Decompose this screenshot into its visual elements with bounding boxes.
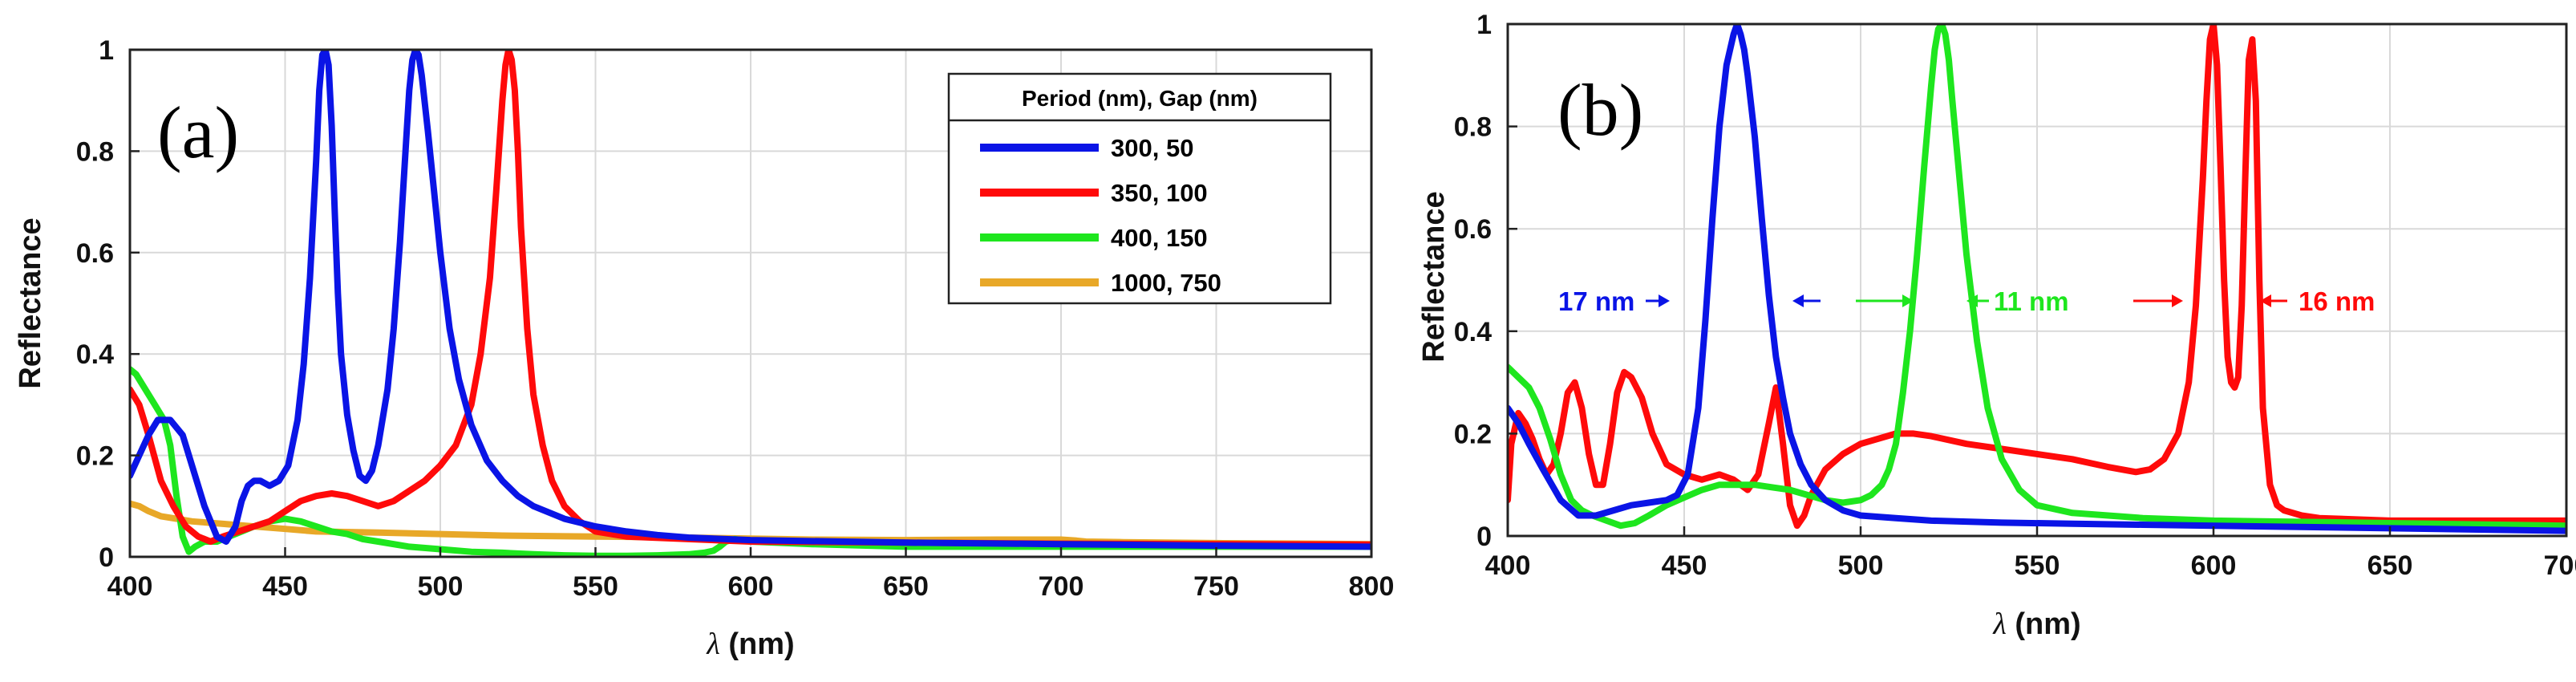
annotation-17nm: 17 nm bbox=[1558, 286, 1634, 316]
lambda-symbol-b: λ bbox=[1992, 607, 2006, 641]
grid-b bbox=[1508, 24, 2566, 536]
x-tick-label-a: 450 bbox=[262, 571, 308, 602]
legend-label-1000-750: 1000, 750 bbox=[1111, 269, 1221, 297]
y-tick-label-b: 0.6 bbox=[1454, 214, 1492, 245]
panel-label-b: (b) bbox=[1557, 69, 1643, 151]
y-tick-label-a: 0.8 bbox=[76, 136, 114, 167]
y-tick-label-b: 0 bbox=[1476, 522, 1492, 552]
ticks-a: 400 450 500 550 600 650 700 750 800 0 0.2 0.4 0.6 0.8… bbox=[76, 35, 1395, 602]
y-tick-label-a: 0.2 bbox=[76, 441, 114, 472]
x-tick-label-b: 500 bbox=[1838, 550, 1884, 581]
legend-entry-350-100: 350, 100 bbox=[980, 179, 1208, 207]
legend-label-300-50: 300, 50 bbox=[1111, 134, 1193, 162]
annotation-16nm: 16 nm bbox=[2299, 286, 2375, 316]
annotation-red-fwhm: 16 nm bbox=[2133, 286, 2375, 316]
legend-entry-300-50: 300, 50 bbox=[980, 134, 1193, 162]
y-tick-label-b: 1 bbox=[1476, 10, 1492, 40]
green-arrow-left-icon bbox=[1902, 294, 1914, 307]
x-axis-label-b: λ (nm) bbox=[1992, 607, 2080, 641]
ticks-b: 400 450 500 550 600 650 700 0 0.2 0.4 0.6 0.8 1 bbox=[1454, 10, 2576, 581]
x-tick-label-b: 550 bbox=[2015, 550, 2060, 581]
green-arrow-right-icon bbox=[1966, 294, 1978, 307]
legend-label-350-100: 350, 100 bbox=[1111, 179, 1208, 207]
legend-a: Period (nm), Gap (nm) 300, 50 350, 100 4… bbox=[947, 72, 1332, 305]
x-axis-unit-a: (nm) bbox=[720, 627, 795, 661]
y-tick-label-a: 0 bbox=[99, 542, 114, 573]
x-tick-label-a: 650 bbox=[883, 571, 929, 602]
series-line-a-300-50 bbox=[130, 50, 1371, 550]
x-tick-label-a: 500 bbox=[418, 571, 464, 602]
x-tick-label-a: 600 bbox=[728, 571, 774, 602]
x-tick-label-a: 700 bbox=[1039, 571, 1084, 602]
blue-arrow-left-icon bbox=[1659, 294, 1670, 307]
series-group-b bbox=[1508, 24, 2566, 534]
legend-entry-400-150: 400, 150 bbox=[980, 224, 1208, 252]
x-tick-label-b: 700 bbox=[2544, 550, 2576, 581]
y-tick-label-a: 0.6 bbox=[76, 238, 114, 269]
series-line-b-blue bbox=[1508, 24, 2566, 534]
x-tick-label-b: 600 bbox=[2191, 550, 2237, 581]
y-tick-label-b: 0.4 bbox=[1454, 317, 1492, 347]
x-tick-label-b: 650 bbox=[2367, 550, 2413, 581]
series-line-b-red bbox=[1508, 24, 2566, 530]
annotation-blue-fwhm: 17 nm bbox=[1558, 286, 1821, 316]
x-tick-label-a: 750 bbox=[1193, 571, 1239, 602]
lambda-symbol-a: λ bbox=[706, 627, 719, 661]
y-tick-label-b: 0.2 bbox=[1454, 419, 1492, 449]
blue-arrow-right-icon bbox=[1792, 294, 1804, 307]
x-axis-unit-b: (nm) bbox=[2007, 607, 2081, 641]
y-tick-label-b: 0.8 bbox=[1454, 112, 1492, 143]
red-arrow-right-icon bbox=[2260, 294, 2271, 307]
series-line-b-green bbox=[1508, 24, 2566, 530]
x-tick-label-b: 400 bbox=[1485, 550, 1531, 581]
chart-a: 400 450 500 550 600 650 700 750 800 0 0.2 0.4 0.6 0.8… bbox=[14, 35, 1394, 661]
panel-label-a: (a) bbox=[157, 91, 239, 173]
annotation-11nm: 11 nm bbox=[1994, 286, 2069, 316]
legend-entry-1000-750: 1000, 750 bbox=[980, 269, 1221, 297]
y-tick-label-a: 0.4 bbox=[76, 339, 114, 370]
x-tick-label-a: 400 bbox=[107, 571, 153, 602]
x-axis-label-a: λ (nm) bbox=[706, 627, 794, 661]
chart-b: 40045050055060065070000.20.40.60.81 (b) … bbox=[1417, 10, 2576, 641]
annotation-green-fwhm: 11 nm bbox=[1856, 286, 2069, 316]
series-group-a bbox=[130, 50, 1371, 557]
legend-label-400-150: 400, 150 bbox=[1111, 224, 1208, 252]
red-arrow-left-icon bbox=[2172, 294, 2183, 307]
x-tick-label-a: 800 bbox=[1349, 571, 1395, 602]
y-tick-label-a: 1 bbox=[99, 35, 114, 66]
y-axis-label-a: Reflectance bbox=[14, 217, 47, 388]
x-tick-label-b: 450 bbox=[1662, 550, 1707, 581]
y-axis-label-b: Reflectance bbox=[1417, 191, 1451, 362]
legend-title-a: Period (nm), Gap (nm) bbox=[1022, 86, 1258, 111]
x-tick-label-a: 550 bbox=[573, 571, 618, 602]
